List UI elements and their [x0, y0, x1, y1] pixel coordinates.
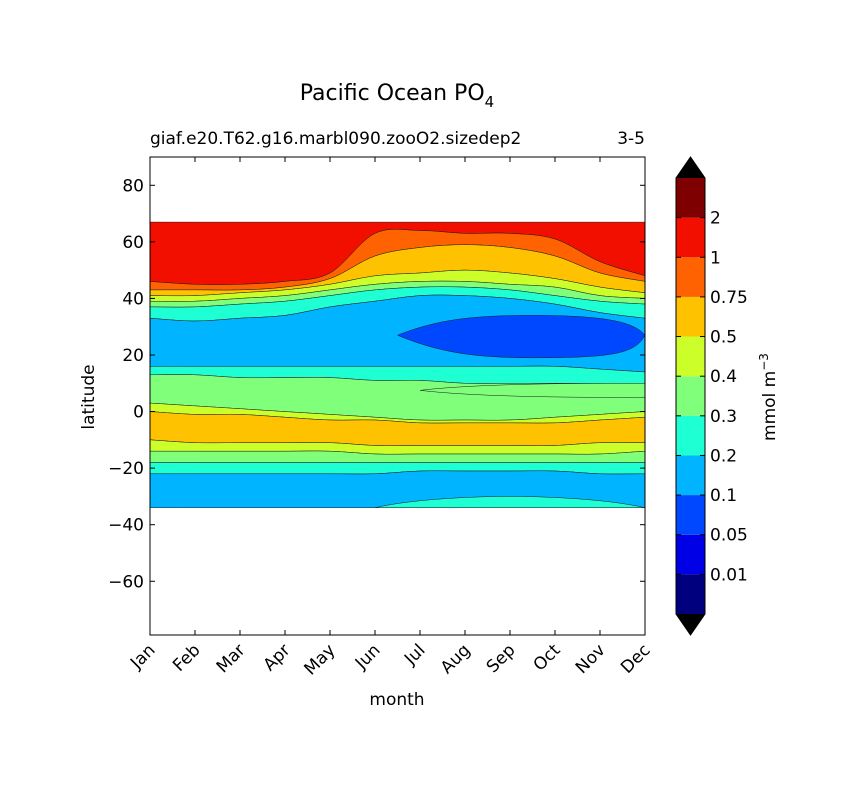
- colorbar-tick-label: 0.2: [710, 446, 737, 466]
- contour-fill-group: [150, 221, 645, 508]
- colorbar: 0.01 0.05 0.1 0.2 0.3 0.4 0.5 0.75 1 2: [675, 156, 748, 636]
- colorbar-extend-max: [676, 157, 705, 178]
- colorbar-segment: [676, 376, 705, 416]
- colorbar-tick-label: 0.4: [710, 367, 737, 387]
- contour-feature-1: [419, 383, 645, 398]
- x-tick-label: Sep: [483, 640, 520, 677]
- colorbar-segment: [676, 257, 705, 297]
- y-tick-label: −20: [108, 459, 144, 479]
- colorbar-segment: [676, 217, 705, 258]
- colorbar-tick-label: 0.5: [710, 328, 737, 348]
- contour-feature-2: [374, 496, 645, 508]
- colorbar-segment: [676, 296, 705, 337]
- x-tick-label: Oct: [530, 640, 565, 675]
- colorbar-segment: [676, 574, 705, 614]
- y-tick-label: 80: [122, 176, 144, 196]
- chart-title: Pacific Ocean PO4: [300, 81, 494, 111]
- x-tick-label: Feb: [169, 640, 204, 675]
- x-tick-label: Apr: [260, 640, 295, 675]
- x-tick-label: Aug: [437, 640, 475, 678]
- x-tick-label: Dec: [617, 640, 654, 677]
- colorbar-tick-label: 2: [710, 209, 721, 229]
- y-tick-label: 0: [133, 403, 144, 423]
- x-tick-label: Nov: [572, 640, 610, 678]
- colorbar-tick-label: 0.01: [710, 565, 748, 585]
- x-axis-label: month: [369, 690, 424, 710]
- y-tick-label: 60: [122, 233, 144, 253]
- x-tick-label: Mar: [213, 640, 250, 677]
- x-tick-label: Jan: [126, 640, 159, 673]
- colorbar-extend-min: [676, 614, 705, 635]
- colorbar-tick-label: 1: [710, 248, 721, 268]
- x-tick-label: Jul: [400, 640, 429, 669]
- y-tick-label: 20: [122, 346, 144, 366]
- plot-frame: [149, 156, 646, 636]
- y-tick-label: 40: [122, 289, 144, 309]
- chart-subtitle-right: 3-5: [617, 129, 645, 149]
- colorbar-segment: [676, 534, 705, 575]
- x-tick-label: May: [301, 640, 340, 679]
- y-axis: 80 60 40 20 0 −20 −40 −60: [108, 176, 645, 592]
- colorbar-tick-label: 0.75: [710, 288, 748, 308]
- colorbar-tick-label: 0.3: [710, 407, 737, 427]
- colorbar-label: mmol m−3: [757, 353, 780, 441]
- x-tick-label: Jun: [351, 640, 385, 674]
- colorbar-segment: [676, 495, 705, 535]
- colorbar-outline: [675, 156, 706, 636]
- colorbar-segment: [676, 336, 705, 377]
- colorbar-segment: [676, 415, 705, 456]
- colorbar-tick-label: 0.1: [710, 486, 737, 506]
- colorbar-segment: [676, 178, 705, 218]
- y-axis-label: latitude: [79, 364, 99, 429]
- chart-subtitle-left: giaf.e20.T62.g16.marbl090.zooO2.sizedep2: [150, 129, 521, 149]
- y-tick-label: −60: [108, 572, 144, 592]
- y-tick-label: −40: [108, 516, 144, 536]
- colorbar-tick-label: 0.05: [710, 526, 748, 546]
- colorbar-segment: [676, 455, 705, 496]
